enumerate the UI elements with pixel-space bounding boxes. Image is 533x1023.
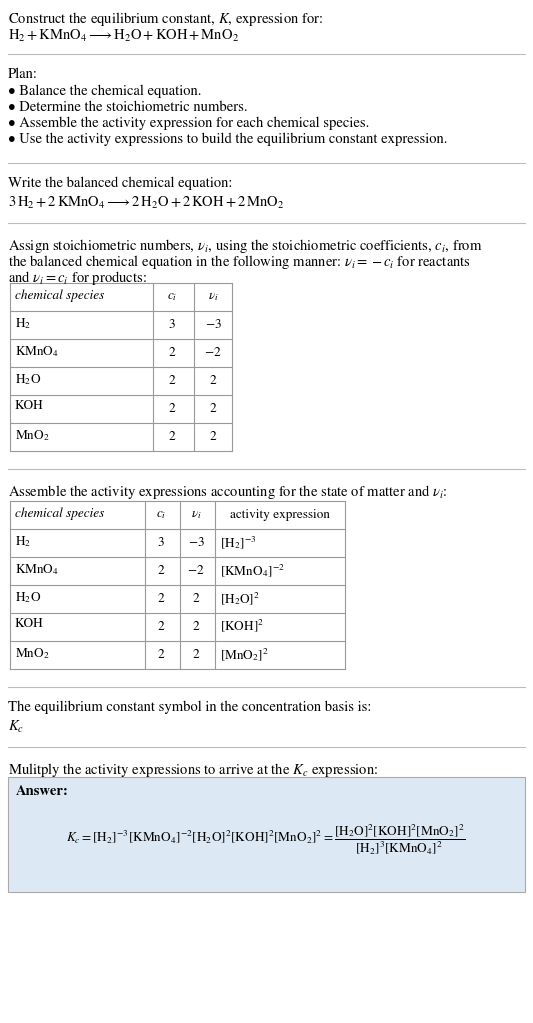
Text: 2: 2	[209, 403, 216, 415]
Text: KOH: KOH	[15, 618, 44, 630]
Text: $\mathrm{MnO_2}$: $\mathrm{MnO_2}$	[15, 428, 50, 443]
Text: 2: 2	[192, 650, 199, 661]
Text: 2: 2	[158, 565, 164, 577]
Text: 2: 2	[158, 593, 164, 605]
Text: The equilibrium constant symbol in the concentration basis is:: The equilibrium constant symbol in the c…	[8, 701, 372, 714]
Text: Mulitply the activity expressions to arrive at the $K_c$ expression:: Mulitply the activity expressions to arr…	[8, 761, 378, 779]
Text: $K_c = [\mathrm{H_2}]^{-3}[\mathrm{KMnO_4}]^{-2}[\mathrm{H_2O}]^{2}[\mathrm{KOH}: $K_c = [\mathrm{H_2}]^{-3}[\mathrm{KMnO_…	[66, 822, 466, 856]
Text: 2: 2	[192, 593, 199, 605]
Text: Answer:: Answer:	[16, 785, 69, 798]
Text: activity expression: activity expression	[230, 509, 330, 521]
Text: Plan:: Plan:	[8, 68, 38, 82]
Text: $\mathrm{H_2}$: $\mathrm{H_2}$	[15, 534, 31, 548]
FancyBboxPatch shape	[8, 777, 525, 892]
Text: $-2$: $-2$	[187, 565, 205, 578]
Text: chemical species: chemical species	[15, 290, 104, 302]
Text: $[\mathrm{KOH}]^{2}$: $[\mathrm{KOH}]^{2}$	[220, 618, 264, 634]
Text: $3\,\mathrm{H_2} + 2\,\mathrm{KMnO_4} \longrightarrow 2\,\mathrm{H_2O} + 2\,\mat: $3\,\mathrm{H_2} + 2\,\mathrm{KMnO_4} \l…	[8, 195, 285, 211]
Text: $\nu_i$: $\nu_i$	[191, 508, 201, 522]
Text: Assign stoichiometric numbers, $\nu_i$, using the stoichiometric coefficients, $: Assign stoichiometric numbers, $\nu_i$, …	[8, 237, 482, 255]
Text: 2: 2	[168, 431, 175, 443]
Text: $K_c$: $K_c$	[8, 719, 24, 736]
Text: 2: 2	[168, 403, 175, 415]
Text: $\mathrm{KMnO_4}$: $\mathrm{KMnO_4}$	[15, 562, 59, 577]
Text: $[\mathrm{H_2}]^{-3}$: $[\mathrm{H_2}]^{-3}$	[220, 534, 256, 550]
Text: Write the balanced chemical equation:: Write the balanced chemical equation:	[8, 177, 232, 190]
Text: $\mathrm{H_2}$: $\mathrm{H_2}$	[15, 316, 31, 330]
Text: • Determine the stoichiometric numbers.: • Determine the stoichiometric numbers.	[8, 101, 247, 115]
Text: 2: 2	[158, 621, 164, 633]
Text: $\mathrm{H_2O}$: $\mathrm{H_2O}$	[15, 590, 41, 605]
Text: $-3$: $-3$	[205, 318, 221, 331]
Text: $\mathrm{KMnO_4}$: $\mathrm{KMnO_4}$	[15, 344, 59, 359]
Text: the balanced chemical equation in the following manner: $\nu_i = -c_i$ for react: the balanced chemical equation in the fo…	[8, 253, 471, 271]
Text: 2: 2	[209, 375, 216, 387]
Text: 3: 3	[168, 319, 175, 330]
Text: • Assemble the activity expression for each chemical species.: • Assemble the activity expression for e…	[8, 117, 369, 130]
Text: $-3$: $-3$	[188, 536, 205, 549]
Text: $[\mathrm{H_2O}]^{2}$: $[\mathrm{H_2O}]^{2}$	[220, 590, 260, 607]
Text: $\mathrm{H_2 + KMnO_4 \longrightarrow H_2O + KOH + MnO_2}$: $\mathrm{H_2 + KMnO_4 \longrightarrow H_…	[8, 28, 239, 44]
Text: 2: 2	[192, 621, 199, 633]
Text: 2: 2	[168, 375, 175, 387]
Text: Assemble the activity expressions accounting for the state of matter and $\nu_i$: Assemble the activity expressions accoun…	[8, 483, 448, 501]
Text: $c_i$: $c_i$	[156, 508, 166, 522]
Text: $-2$: $-2$	[204, 347, 222, 359]
Text: 3: 3	[158, 537, 164, 549]
Text: 2: 2	[158, 650, 164, 661]
Text: 2: 2	[168, 347, 175, 359]
Text: KOH: KOH	[15, 400, 44, 412]
Text: and $\nu_i = c_i$ for products:: and $\nu_i = c_i$ for products:	[8, 269, 147, 287]
Text: $[\mathrm{KMnO_4}]^{-2}$: $[\mathrm{KMnO_4}]^{-2}$	[220, 562, 285, 579]
Text: chemical species: chemical species	[15, 507, 104, 520]
Text: 2: 2	[209, 431, 216, 443]
Text: $\mathrm{H_2O}$: $\mathrm{H_2O}$	[15, 372, 41, 387]
Text: $\mathrm{MnO_2}$: $\mathrm{MnO_2}$	[15, 646, 50, 661]
Text: $c_i$: $c_i$	[167, 291, 177, 303]
Text: Construct the equilibrium constant, $K$, expression for:: Construct the equilibrium constant, $K$,…	[8, 10, 323, 28]
Text: $[\mathrm{MnO_2}]^{2}$: $[\mathrm{MnO_2}]^{2}$	[220, 646, 269, 663]
Text: • Balance the chemical equation.: • Balance the chemical equation.	[8, 85, 201, 98]
Text: • Use the activity expressions to build the equilibrium constant expression.: • Use the activity expressions to build …	[8, 133, 447, 146]
Text: $\nu_i$: $\nu_i$	[208, 291, 219, 304]
